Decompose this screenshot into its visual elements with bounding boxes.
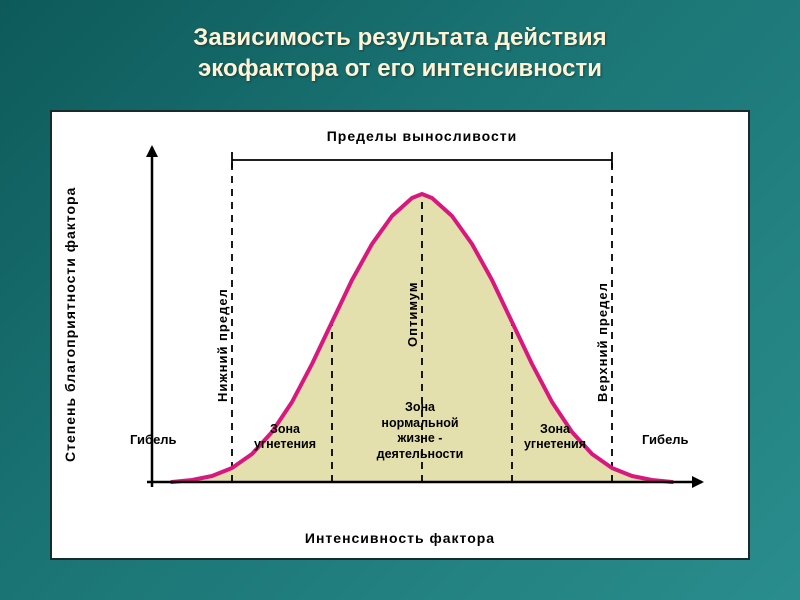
slide-title-line1: Зависимость результата действия: [0, 22, 800, 53]
normal-zone-l2: нормальной: [350, 416, 490, 432]
death-right-label: Гибель: [642, 432, 689, 447]
normal-zone-label: Зона нормальной жизне - деятельности: [350, 400, 490, 463]
slide-title: Зависимость результата действия экофакто…: [0, 0, 800, 84]
x-axis-label: Интенсивность фактора: [52, 530, 748, 546]
optimum-label: Оптимум: [405, 227, 420, 347]
normal-zone-l4: деятельности: [350, 447, 490, 463]
lower-limit-label: Нижний предел: [215, 242, 230, 402]
normal-zone-l1: Зона: [350, 400, 490, 416]
oppression-left-label: Зона угнетения: [250, 422, 320, 452]
endurance-limits-label: Пределы выносливости: [122, 128, 722, 144]
death-left-label: Гибель: [130, 432, 177, 447]
normal-zone-l3: жизне -: [350, 431, 490, 447]
slide-title-line2: экофактора от его интенсивности: [0, 53, 800, 84]
chart-frame: Степень благоприятности фактора Интенсив…: [50, 110, 750, 560]
upper-limit-label: Верхний предел: [595, 242, 610, 402]
oppression-right-label: Зона угнетения: [520, 422, 590, 452]
y-axis-label: Степень благоприятности фактора: [62, 182, 78, 462]
